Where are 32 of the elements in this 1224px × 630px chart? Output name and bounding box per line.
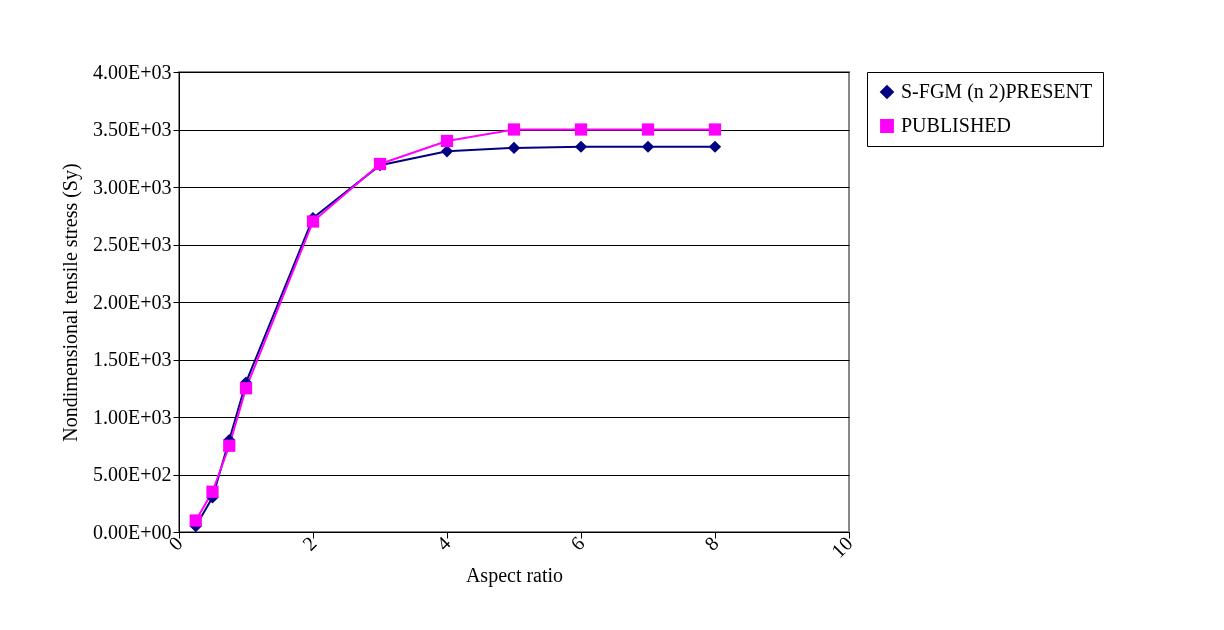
point [708, 123, 722, 136]
x-tick-label: 10 [826, 532, 857, 562]
point [306, 215, 320, 228]
point [574, 140, 588, 153]
point [641, 140, 655, 153]
x-axis-title: Aspect ratio [465, 563, 564, 587]
y-tick-label: 3.50E+03 [93, 118, 172, 140]
point [440, 134, 454, 148]
y-tick-label: 2.50E+03 [93, 233, 172, 255]
y-tick-label: 4.00E+03 [93, 60, 172, 83]
point [574, 123, 588, 136]
x-tick-label: 2 [297, 532, 321, 555]
point [239, 382, 253, 395]
y-axis-title: Nondimensional tensile stress (Sy) [59, 163, 82, 442]
y-tick-label: 5.00E+02 [93, 463, 172, 485]
legend-label: S-FGM (n 2)PRESENT [901, 80, 1093, 103]
point [507, 141, 521, 155]
x-tick-label: 6 [565, 532, 589, 555]
y-tick-label: 1.00E+03 [93, 405, 172, 428]
y-tick-label: 2.00E+03 [93, 290, 172, 313]
y-tick-label: 1.50E+03 [93, 348, 172, 370]
point [189, 514, 202, 527]
x-tick-label: 8 [699, 532, 723, 555]
point [223, 439, 236, 452]
legend-label: PUBLISHED [901, 114, 1012, 136]
x-tick-label: 4 [431, 532, 455, 555]
point [206, 485, 219, 498]
point [507, 123, 521, 136]
point [708, 140, 722, 153]
point [440, 145, 454, 158]
y-tick-label: 3.00E+03 [93, 175, 172, 198]
point [641, 123, 655, 136]
